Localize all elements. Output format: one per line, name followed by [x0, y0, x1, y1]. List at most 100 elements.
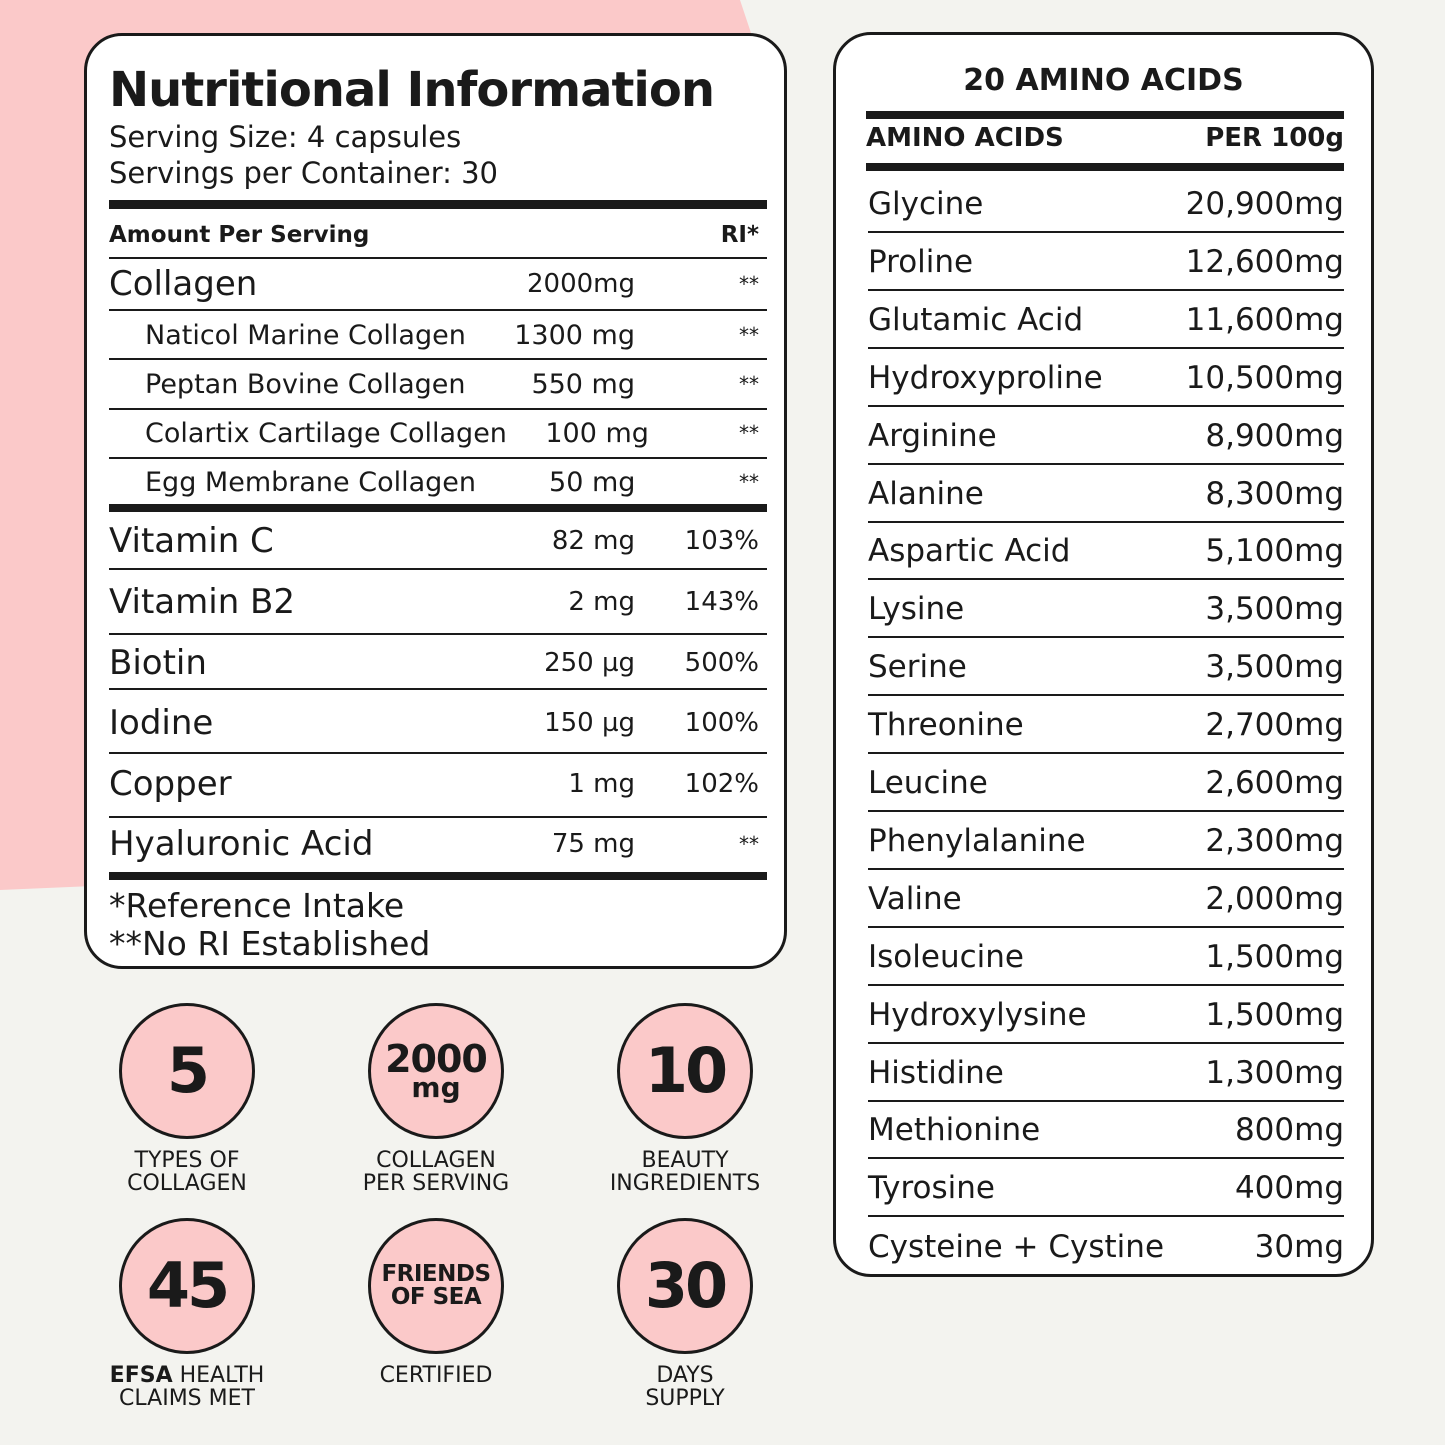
caption-line: SUPPLY: [645, 1386, 725, 1411]
amino-name: Isoleucine: [868, 938, 1024, 975]
amino-row: Tyrosine 400mg: [868, 1161, 1344, 1218]
caption-line: DAYS: [656, 1363, 714, 1388]
amino-row: Histidine 1,300mg: [868, 1046, 1344, 1102]
amino-row: Alanine 8,300mg: [868, 467, 1344, 523]
badge-caption: TYPES OF COLLAGEN: [62, 1149, 312, 1195]
badge-friends-of-sea: FRIENDS OF SEA CERTIFIED: [311, 1218, 561, 1387]
amino-name: Cysteine + Cystine: [868, 1229, 1165, 1266]
footnote-reference-intake: *Reference Intake: [109, 886, 405, 925]
nutrition-row-marine-collagen: Naticol Marine Collagen 1300 mg **: [109, 315, 759, 355]
amino-col-name: AMINO ACIDS: [866, 123, 1064, 153]
row-ri: **: [739, 832, 759, 856]
row-amount: 50 mg: [549, 466, 636, 498]
amino-value: 1,500mg: [1205, 996, 1344, 1033]
row-amount: 2 mg: [568, 587, 635, 617]
badge-caption: BEAUTY INGREDIENTS: [560, 1149, 810, 1195]
amino-row: Valine 2,000mg: [868, 872, 1344, 928]
amino-name: Valine: [868, 880, 962, 917]
caption-line: CERTIFIED: [379, 1363, 493, 1388]
header-ri-label: RI*: [720, 222, 759, 248]
caption-line: PER SERVING: [362, 1171, 510, 1196]
badge-types-of-collagen: 5 TYPES OF COLLAGEN: [62, 1003, 312, 1195]
amino-row: Glycine 20,900mg: [868, 177, 1344, 233]
row-name: Copper: [109, 764, 232, 804]
amino-value: 1,500mg: [1205, 938, 1344, 975]
nutrition-panel: Nutritional Information Serving Size: 4 …: [84, 33, 787, 969]
badge-efsa-claims: 45 EFSA HEALTH CLAIMS MET: [62, 1218, 312, 1410]
badge-unit: mg: [411, 1071, 461, 1104]
badge-circle: 2000 mg: [368, 1003, 504, 1139]
amino-name: Alanine: [868, 475, 984, 512]
badge-text-line: FRIENDS: [381, 1261, 491, 1287]
nutrition-row-vitamin-c: Vitamin C 82 mg 103%: [109, 521, 759, 561]
amino-value: 8,300mg: [1205, 475, 1344, 512]
divider-thick: [109, 200, 767, 209]
amino-acids-panel: 20 AMINO ACIDS AMINO ACIDS PER 100g Glyc…: [833, 32, 1374, 1277]
row-name: Egg Membrane Collagen: [145, 466, 477, 498]
nutrition-row-cartilage-collagen: Colartix Cartilage Collagen 100 mg **: [109, 413, 759, 453]
divider: [109, 752, 767, 754]
row-name: Colartix Cartilage Collagen: [145, 417, 507, 449]
badge-caption: DAYS SUPPLY: [560, 1364, 810, 1410]
nutrition-row-collagen: Collagen 2000mg **: [109, 264, 759, 304]
badge-value: 2000: [385, 1037, 488, 1081]
badge-value: 10: [644, 1034, 728, 1107]
row-ri: **: [739, 421, 759, 445]
row-ri: 500%: [684, 648, 759, 678]
badge-collagen-per-serving: 2000 mg COLLAGEN PER SERVING: [311, 1003, 561, 1195]
caption-line: COLLAGEN: [376, 1148, 496, 1173]
amino-value: 2,300mg: [1205, 822, 1344, 859]
amino-value: 2,600mg: [1205, 765, 1344, 801]
serving-size: Serving Size: 4 capsules: [109, 120, 462, 154]
badge-circle: 45: [119, 1218, 255, 1354]
amino-row: Aspartic Acid 5,100mg: [868, 524, 1344, 581]
amino-row: Hydroxylysine 1,500mg: [868, 988, 1344, 1044]
row-ri: **: [739, 272, 759, 296]
amino-name: Arginine: [868, 417, 997, 454]
divider-thick: [866, 111, 1344, 119]
badge-value: 45: [146, 1249, 230, 1322]
nutrition-row-vitamin-b2: Vitamin B2 2 mg 143%: [109, 582, 759, 622]
row-name: Naticol Marine Collagen: [145, 319, 466, 351]
amino-row: Lysine 3,500mg: [868, 582, 1344, 639]
amino-row: Leucine 2,600mg: [868, 756, 1344, 812]
row-name: Vitamin B2: [109, 582, 296, 622]
row-ri: 100%: [684, 708, 759, 738]
row-name: Iodine: [109, 703, 214, 743]
servings-per-container: Servings per Container: 30: [109, 156, 498, 190]
amino-value: 3,500mg: [1205, 591, 1344, 628]
badge-text-line: OF SEA: [390, 1284, 482, 1310]
row-amount: 100 mg: [545, 417, 649, 449]
amino-row: Threonine 2,700mg: [868, 698, 1344, 755]
badge-beauty-ingredients: 10 BEAUTY INGREDIENTS: [560, 1003, 810, 1195]
caption-line: COLLAGEN: [127, 1171, 247, 1196]
amino-name: Leucine: [868, 765, 988, 801]
row-ri: **: [739, 372, 759, 396]
divider: [109, 257, 767, 259]
row-name: Collagen: [109, 264, 258, 304]
divider: [109, 309, 767, 311]
caption-line: EFSA HEALTH: [62, 1364, 312, 1387]
amino-value: 10,500mg: [1185, 359, 1344, 396]
amino-row: Arginine 8,900mg: [868, 409, 1344, 465]
amino-value: 11,600mg: [1185, 301, 1344, 338]
row-amount: 2000mg: [527, 269, 635, 299]
badge-days-supply: 30 DAYS SUPPLY: [560, 1218, 810, 1410]
amino-value: 400mg: [1234, 1170, 1344, 1207]
nutrition-row-bovine-collagen: Peptan Bovine Collagen 550 mg **: [109, 364, 759, 404]
amino-row: Methionine 800mg: [868, 1103, 1344, 1160]
amino-name: Hydroxyproline: [868, 359, 1103, 396]
caption-line: CLAIMS MET: [119, 1386, 255, 1411]
amino-value: 1,300mg: [1205, 1054, 1344, 1091]
badge-value: 30: [644, 1249, 728, 1322]
row-ri: 103%: [684, 526, 759, 556]
row-ri: **: [739, 470, 759, 494]
row-amount: 250 µg: [544, 648, 635, 678]
divider: [109, 633, 767, 635]
amino-row: Glutamic Acid 11,600mg: [868, 293, 1344, 349]
divider: [109, 457, 767, 459]
row-amount: 1300 mg: [514, 319, 635, 351]
row-name: Vitamin C: [109, 521, 274, 561]
badge-circle: 5: [119, 1003, 255, 1139]
divider-thick: [109, 872, 767, 880]
